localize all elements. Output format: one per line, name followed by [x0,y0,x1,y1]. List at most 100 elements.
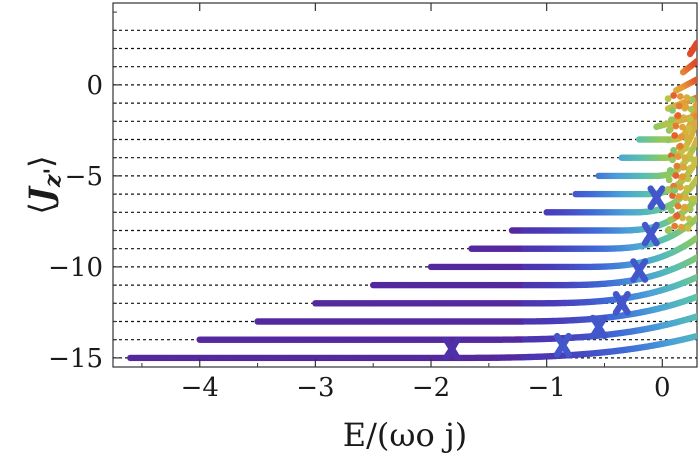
data-point [679,173,686,181]
data-point [664,136,672,144]
data-point [641,258,649,265]
y-tick-label: −15 [48,344,103,374]
data-point [693,58,697,65]
data-point [669,192,676,200]
data-point [685,215,693,223]
data-point [668,116,675,124]
data-point [674,153,682,161]
data-point [686,115,694,123]
data-point [454,336,461,343]
data-point [666,167,674,174]
data-point [681,203,689,211]
data-point [666,216,674,224]
data-point [676,93,684,100]
data-point [630,258,637,265]
data-points [127,39,697,362]
data-point [676,183,684,191]
y-axis-title-symbol: J [22,185,60,208]
data-point [693,234,697,241]
data-point [685,124,693,132]
data-point [693,156,697,163]
data-point [687,105,695,113]
plot-frame [112,2,698,368]
data-point [678,223,685,231]
data-point [664,95,672,103]
data-point [680,114,687,122]
data-point [601,314,608,322]
data-point [671,132,679,139]
data-point [671,222,679,230]
data-point [647,185,654,192]
data-point [664,186,672,193]
data-point [676,142,684,150]
x-tick-label: −4 [181,373,219,403]
data-point [689,145,696,153]
y-tick-label: 0 [86,71,103,101]
data-point [693,112,697,119]
data-point [624,291,631,298]
data-point [666,125,674,133]
data-point [565,332,572,340]
data-point [665,176,673,184]
y-axis-ticks: 0 −5 −10 −15 [48,11,121,374]
data-point [693,39,697,47]
x-axis-title: E/(ωo j) [343,416,468,454]
data-point [442,336,450,343]
data-point [693,254,697,261]
data-point [693,136,697,143]
data-point [681,154,689,162]
data-point [653,221,660,229]
data-point [686,206,694,213]
data-point [693,293,697,300]
data-point [682,144,690,152]
x-tick-label: −3 [296,373,334,403]
data-point [669,107,676,114]
data-point [693,313,697,320]
data-point [641,221,649,229]
data-point [669,156,676,164]
data-point [679,214,686,222]
data-point [684,175,692,183]
data-point [689,96,696,104]
data-point [679,123,686,131]
data-point [674,202,682,210]
data-point [673,162,681,170]
data-point [680,163,687,171]
data-point [659,185,666,192]
data-point [682,103,690,111]
x-tick-label: −1 [527,373,565,403]
data-point [689,195,696,203]
x-tick-label: 0 [654,373,671,403]
data-point [670,92,677,99]
data-point [683,184,691,192]
y-axis-title-open: ⟨ [22,202,60,214]
data-point [693,332,697,340]
data-point [682,194,690,202]
y-tick-label: −10 [48,253,103,283]
data-point [665,226,673,233]
data-point [671,187,679,194]
y-tick-label: −5 [65,162,103,192]
data-point [678,133,685,141]
data-point [684,134,692,142]
data-point [693,273,697,281]
data-point [668,207,675,214]
data-point [675,102,683,110]
y-axis-title-subscript: z' [40,168,66,188]
data-point [674,112,682,119]
data-point [686,164,694,172]
data-point [687,155,695,163]
data-point [693,175,697,182]
data-point [684,224,692,232]
data-point [612,291,620,298]
data-point [553,332,561,340]
data-point [675,193,683,201]
x-tick-label: −2 [412,373,450,403]
x-axis-ticks: −4 −3 −2 −1 0 [141,3,671,403]
data-point [670,147,677,154]
data-point [673,212,681,220]
data-point [672,122,680,130]
data-point [693,214,697,222]
data-point [683,94,691,101]
